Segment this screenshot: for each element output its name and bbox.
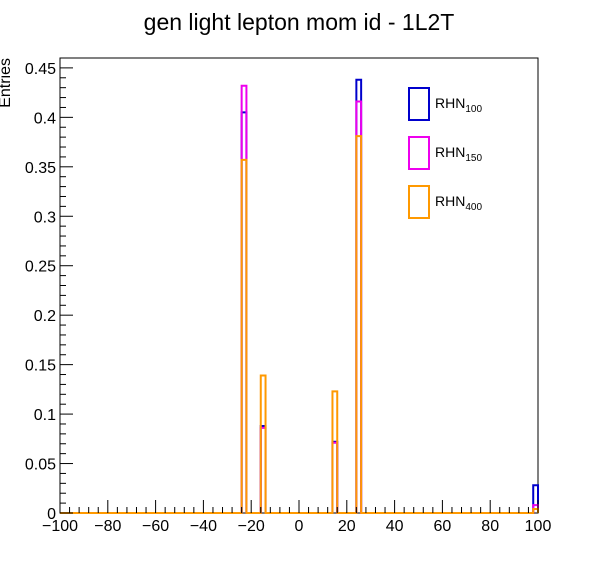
series-100-line [60,78,539,514]
plot-area-border [59,57,539,514]
series-400-line [60,135,539,514]
y-axis: 0 0.05 0.1 0.15 0.2 0.25 0.3 0.35 0.4 0.45 [25,61,73,523]
legend-swatch [408,136,430,170]
y-tick-label: 0.35 [25,160,56,177]
x-tick-label: 40 [386,518,404,535]
chart-title: gen light lepton mom id - 1L2T [144,9,455,35]
legend: RHN100 RHN150 RHN400 [408,87,482,219]
y-tick-label: 0.05 [25,457,56,474]
y-tick-label: 0.25 [25,259,56,276]
x-tick-label: 0 [295,518,304,535]
series-layer [60,78,539,514]
y-tick-label: 0.45 [25,61,56,78]
series-150-line [60,84,539,514]
y-axis-label: Entries [0,58,14,108]
x-tick-label: −60 [142,518,169,535]
x-axis: −100 −80 −60 −40 −20 0 20 40 60 80 100 [42,500,551,535]
legend-swatch [408,87,430,121]
y-tick-label: 0.4 [34,110,56,127]
legend-label: RHN400 [435,193,482,213]
y-tick-label: 0.3 [34,209,56,226]
x-tick-label: −20 [238,518,265,535]
legend-swatch [408,185,430,219]
x-tick-label: 60 [434,518,452,535]
y-tick-label: 0.1 [34,407,56,424]
x-tick-label: −80 [94,518,121,535]
legend-label: RHN100 [435,95,482,115]
y-tick-label: 0.15 [25,358,56,375]
legend-label: RHN150 [435,144,482,164]
y-tick-label: 0.2 [34,308,56,325]
x-tick-label: 80 [481,518,499,535]
y-tick-label: 0 [47,506,56,523]
plot-frame [59,57,539,514]
x-tick-label: −40 [190,518,217,535]
x-tick-label: −100 [42,518,78,535]
x-tick-label: 100 [525,518,552,535]
x-tick-label: 20 [338,518,356,535]
